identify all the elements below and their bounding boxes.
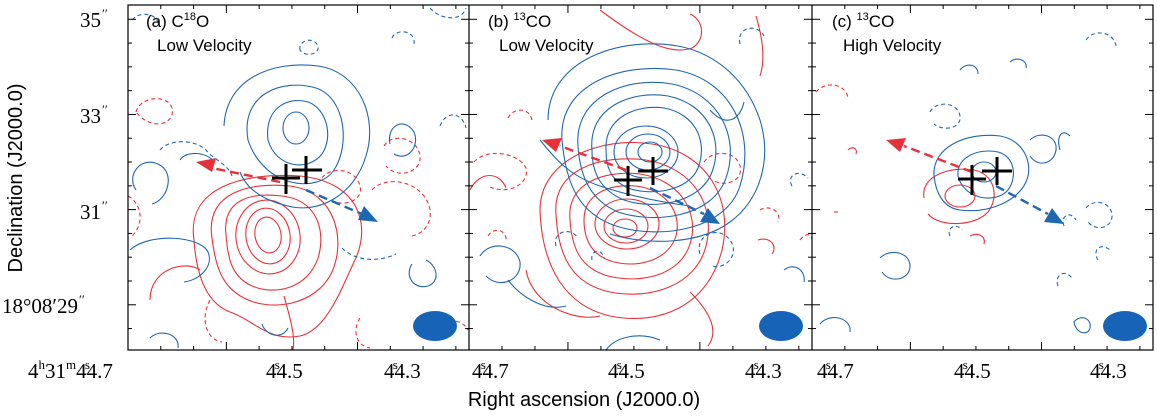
panel-c-subtitle: High Velocity xyxy=(843,36,942,55)
panel-a-subtitle: Low Velocity xyxy=(157,36,252,55)
panel-a-outflow-arrows xyxy=(196,158,378,222)
panel-a-protostar-crosses xyxy=(272,156,322,194)
panel-b-beam xyxy=(759,311,803,341)
x-tick-b-443: 44.3s xyxy=(745,357,782,383)
x-tick-c-447: 44.7s xyxy=(817,357,854,383)
panel-a-blue-contours xyxy=(129,64,437,349)
panel-c-protostar-crosses xyxy=(958,157,1012,195)
x-tick-b-447: 44.7s xyxy=(472,357,509,383)
panel-b-subtitle: Low Velocity xyxy=(499,36,594,55)
tick-marks xyxy=(128,5,1153,350)
x-tick-a-first: 4h31m44.7s xyxy=(28,357,113,383)
panel-c-red-dashed-contours xyxy=(815,84,849,99)
y-tick-29: 18°08′29′′ xyxy=(2,292,85,318)
x-tick-labels-panel-b: 44.7s 44.5s 44.3s xyxy=(472,357,782,383)
x-tick-labels-panel-c: 44.7s 44.5s 44.3s xyxy=(817,357,1127,383)
y-tick-33: 33′′ xyxy=(80,102,108,128)
panel-b-red-contours xyxy=(469,9,775,347)
x-axis-title: Right ascension (J2000.0) xyxy=(468,389,700,411)
panel-b-blue-dashed-contours xyxy=(554,27,809,268)
panel-c: (c) 13CO High Velocity xyxy=(815,11,1147,341)
y-axis-title: Declination (J2000.0) xyxy=(5,84,27,273)
x-tick-a-445: 44.5s xyxy=(266,357,303,383)
panel-b-outflow-arrows xyxy=(542,138,720,224)
panel-b-blue-contours xyxy=(479,43,805,350)
x-tick-c-443: 44.3s xyxy=(1090,357,1127,383)
x-tick-b-445: 44.5s xyxy=(608,357,645,383)
panel-a-red-dashed-contours xyxy=(128,98,469,349)
panel-a-blue-dashed-contours xyxy=(131,7,467,260)
panel-a-title: (a) C18O xyxy=(146,11,209,31)
panel-c-red-contours xyxy=(834,147,995,245)
panel-frames xyxy=(127,4,1154,351)
y-tick-labels: 35′′ 33′′ 31′′ 18°08′29′′ xyxy=(2,6,108,318)
panel-c-title: (c) 13CO xyxy=(832,11,894,31)
panel-b-protostar-crosses xyxy=(614,157,668,196)
panel-a-beam xyxy=(413,311,457,341)
panel-c-beam xyxy=(1103,311,1147,341)
x-tick-labels-panel-a: 4h31m44.7s 44.5s 44.3s xyxy=(28,357,421,383)
panel-c-outflow-arrows xyxy=(886,138,1064,224)
panel-b: (b) 13CO Low Velocity xyxy=(469,9,812,350)
panel-a-red-contours xyxy=(149,174,363,350)
panel-a: (a) C18O Low Velocity xyxy=(128,7,469,350)
x-tick-c-445: 44.5s xyxy=(954,357,991,383)
y-tick-35: 35′′ xyxy=(80,6,108,32)
panel-b-title: (b) 13CO xyxy=(488,11,551,31)
x-tick-a-443: 44.3s xyxy=(384,357,421,383)
y-tick-31: 31′′ xyxy=(80,198,108,224)
panel-c-blue-contours xyxy=(819,58,1091,334)
panel-c-blue-dashed-contours xyxy=(929,32,1117,287)
